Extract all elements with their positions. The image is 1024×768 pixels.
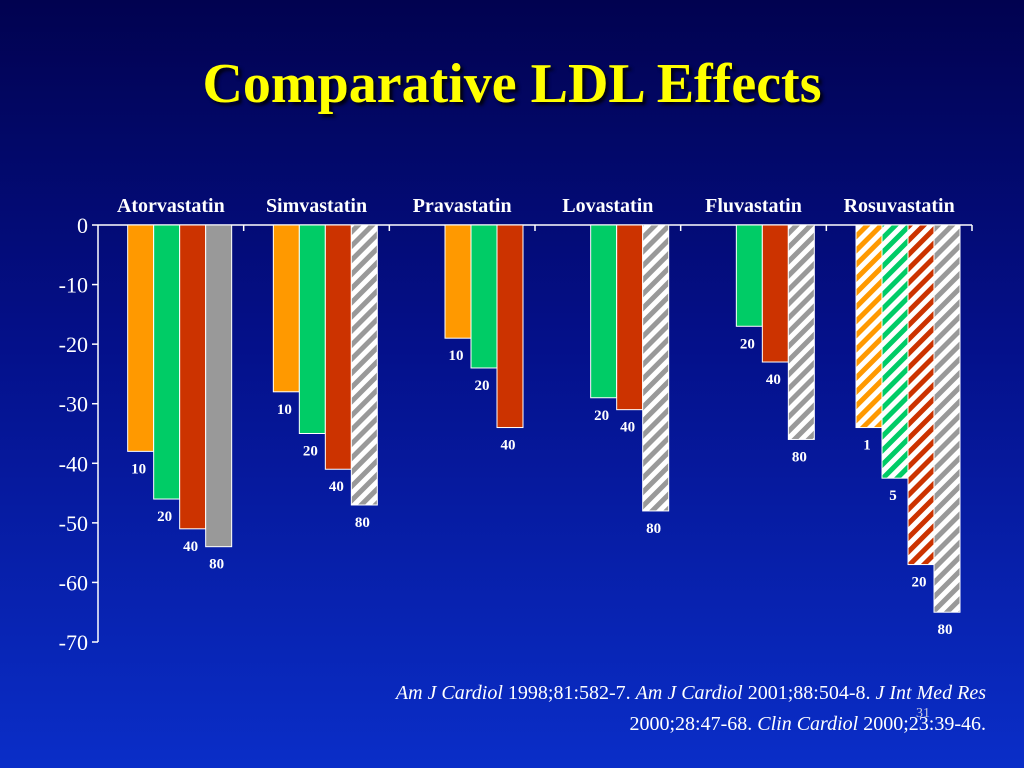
dose-label: 20 xyxy=(303,444,318,460)
citation-journal-1: Am J Cardiol xyxy=(395,682,503,704)
dose-label: 40 xyxy=(183,539,198,555)
bar-atorvastatin-40 xyxy=(179,224,207,530)
bar-rosuvastatin-1 xyxy=(855,224,883,429)
dose-label: 40 xyxy=(501,438,516,454)
citation-ref-2: 2001;88:504-8. xyxy=(742,682,876,704)
drug-label: Pravastatin xyxy=(413,195,512,217)
dose-label: 20 xyxy=(157,509,172,525)
y-tick-label: -40 xyxy=(59,451,88,476)
citation-ref-3: 2000;28:47-68. xyxy=(629,713,758,735)
y-tick-label: -70 xyxy=(59,630,88,655)
bar-lovastatin-40 xyxy=(616,224,644,411)
dose-label: 40 xyxy=(766,372,781,388)
bar-lovastatin-20 xyxy=(590,224,618,399)
bar-pravastatin-20 xyxy=(470,224,498,369)
slide-title: Comparative LDL Effects xyxy=(202,53,822,115)
bar-rosuvastatin-20 xyxy=(907,224,935,566)
dose-label: 10 xyxy=(277,402,292,418)
citation-journal-4: Clin Cardiol xyxy=(757,713,859,735)
y-tick-label: -50 xyxy=(59,511,88,536)
drug-label: Atorvastatin xyxy=(117,195,225,217)
bar-simvastatin-20 xyxy=(298,224,326,434)
dose-label: 80 xyxy=(209,557,224,573)
dose-label: 20 xyxy=(594,408,609,424)
bar-fluvastatin-80 xyxy=(787,224,815,440)
bar-atorvastatin-10 xyxy=(127,224,155,452)
citation-ref-1: 1998;81:582-7. xyxy=(502,682,636,704)
dose-label: 80 xyxy=(355,515,370,531)
bar-rosuvastatin-5 xyxy=(881,224,909,479)
citation-journal-3: J Int Med Res xyxy=(875,682,986,704)
dose-label: 80 xyxy=(792,449,807,465)
citation-ref-4: 2000;23:39-46. xyxy=(858,713,986,735)
bar-atorvastatin-20 xyxy=(153,224,181,500)
bar-atorvastatin-80 xyxy=(205,224,233,548)
bar-pravastatin-10 xyxy=(444,224,472,339)
y-tick-label: -10 xyxy=(59,273,88,298)
drug-label: Rosuvastatin xyxy=(844,195,955,217)
dose-label: 20 xyxy=(740,336,755,352)
slide-number: 31 xyxy=(916,706,930,721)
bar-fluvastatin-40 xyxy=(761,224,789,363)
dose-label: 5 xyxy=(889,488,897,504)
bar-rosuvastatin-80 xyxy=(933,224,961,613)
bar-fluvastatin-20 xyxy=(735,224,763,327)
bar-lovastatin-80 xyxy=(642,224,670,512)
y-tick-label: -20 xyxy=(59,332,88,357)
bar-simvastatin-80 xyxy=(350,224,378,506)
y-tick-label: 0 xyxy=(77,213,88,238)
citation-journal-2: Am J Cardiol xyxy=(635,682,743,704)
y-tick-label: -30 xyxy=(59,392,88,417)
bar-simvastatin-10 xyxy=(272,224,300,393)
dose-label: 80 xyxy=(938,622,953,638)
drug-label: Lovastatin xyxy=(562,195,653,217)
dose-label: 80 xyxy=(646,521,661,537)
bar-pravastatin-40 xyxy=(496,224,524,429)
dose-label: 10 xyxy=(449,348,464,364)
dose-label: 1 xyxy=(863,438,871,454)
drug-label: Simvastatin xyxy=(266,195,367,217)
y-tick-label: -60 xyxy=(59,570,88,595)
dose-label: 20 xyxy=(912,575,927,591)
dose-label: 10 xyxy=(131,461,146,477)
dose-label: 40 xyxy=(329,479,344,495)
dose-label: 40 xyxy=(620,420,635,436)
dose-label: 20 xyxy=(475,378,490,394)
bar-simvastatin-40 xyxy=(324,224,352,470)
citation-text: Am J Cardiol 1998;81:582-7. Am J Cardiol… xyxy=(336,678,986,740)
drug-label: Fluvastatin xyxy=(705,195,802,217)
